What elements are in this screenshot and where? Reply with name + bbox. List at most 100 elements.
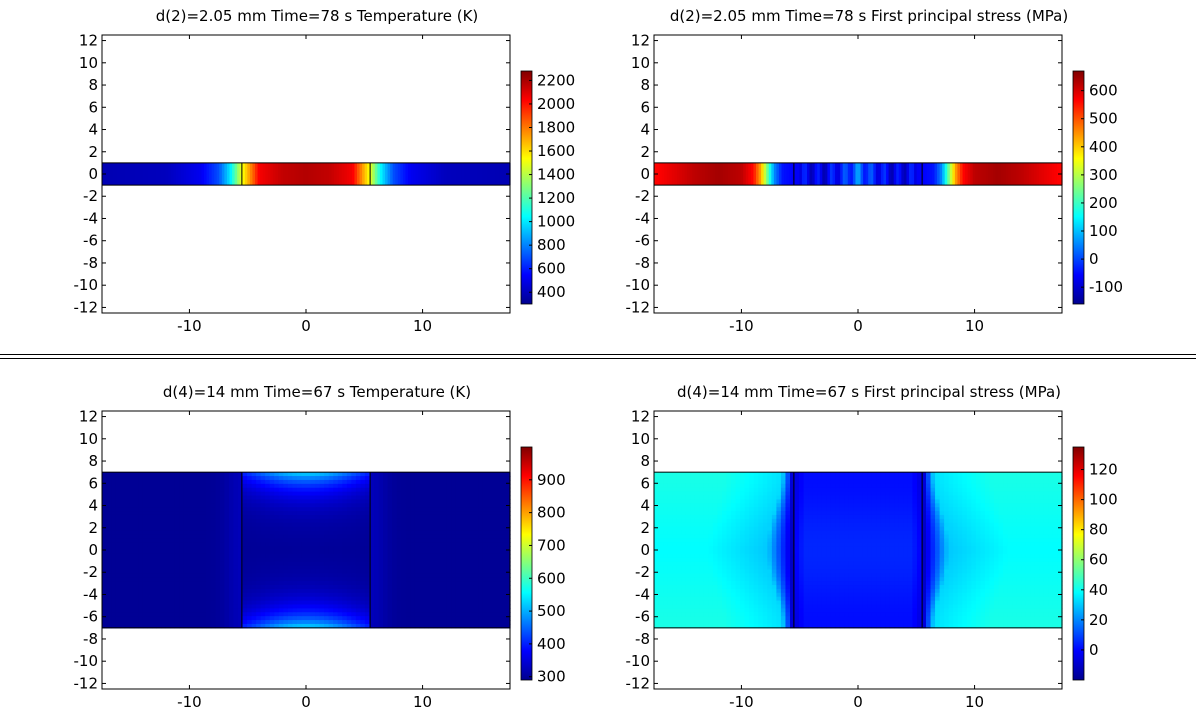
field-cell <box>432 479 439 485</box>
field-cell <box>102 546 108 551</box>
field-cell <box>351 518 357 524</box>
field-cell <box>219 553 225 559</box>
field-cell <box>392 503 398 508</box>
field-cell <box>324 573 330 578</box>
field-cell <box>111 499 117 504</box>
field-cell <box>364 623 371 629</box>
field-cell <box>260 546 266 551</box>
field-cell <box>401 592 407 598</box>
field-cell <box>102 538 108 543</box>
field-cell <box>432 522 439 528</box>
field-cell <box>165 573 171 578</box>
field-cell <box>165 162 169 186</box>
x-tick-label: -10 <box>729 317 754 335</box>
field-cell <box>170 561 176 567</box>
field-cell <box>364 573 371 578</box>
field-cell <box>192 565 198 571</box>
field-cell <box>147 499 153 504</box>
field-cell <box>215 499 221 504</box>
field-cell <box>491 522 497 528</box>
field-cell <box>192 499 198 504</box>
field-cell <box>346 472 352 477</box>
field-cell <box>708 495 714 501</box>
field-cell <box>242 553 248 559</box>
field-cell <box>287 612 293 617</box>
field-cell <box>319 550 325 555</box>
field-cell <box>315 526 321 532</box>
field-cell <box>681 511 687 516</box>
field-cell <box>215 623 221 629</box>
field-cell <box>215 565 221 571</box>
field-cell <box>383 592 389 598</box>
field-cell <box>174 534 180 539</box>
field-cell <box>224 623 230 629</box>
field-cell <box>251 472 257 477</box>
field-cell <box>324 542 330 547</box>
field-cell <box>256 495 262 501</box>
field-cell <box>351 612 357 617</box>
field-cell <box>699 623 705 629</box>
field-cell <box>374 592 380 598</box>
field-cell <box>374 487 380 493</box>
field-cell <box>111 600 117 606</box>
field-cell <box>712 530 719 536</box>
field-cell <box>346 514 352 520</box>
field-cell <box>306 608 312 613</box>
field-cell <box>357 162 361 186</box>
field-cell <box>179 620 185 625</box>
field-cell <box>410 487 416 493</box>
field-cell <box>206 511 212 516</box>
y-tick-label: -8 <box>635 254 650 272</box>
field-cell <box>726 585 732 590</box>
field-cell <box>301 530 307 536</box>
field-cell <box>219 577 225 582</box>
field-cell <box>111 612 117 617</box>
field-cell <box>215 557 221 563</box>
field-cell <box>170 553 176 559</box>
field-cell <box>482 542 488 547</box>
y-tick-label: -8 <box>83 254 98 272</box>
field-cell <box>703 518 709 524</box>
field-cell <box>717 507 723 512</box>
field-cell <box>672 507 678 512</box>
field-cell <box>396 608 402 613</box>
field-cell <box>717 499 723 504</box>
field-cell <box>142 538 148 543</box>
field-cell <box>197 592 203 598</box>
field-cell <box>658 503 664 508</box>
field-cell <box>179 491 185 497</box>
field-cell <box>708 514 714 520</box>
field-cell <box>111 487 117 493</box>
field-cell <box>990 162 994 186</box>
field-cell <box>272 162 276 186</box>
field-cell <box>500 538 507 543</box>
field-cell <box>183 479 189 485</box>
field-cell <box>174 620 180 625</box>
field-cell <box>142 491 148 497</box>
field-cell <box>319 553 325 559</box>
field-cell <box>355 592 361 598</box>
field-cell <box>324 472 330 477</box>
field-cell <box>378 491 384 497</box>
field-cell <box>328 600 334 606</box>
field-cell <box>238 612 244 617</box>
field-cell <box>206 546 212 551</box>
field-cell <box>115 569 121 574</box>
field-cell <box>274 495 280 501</box>
field-cell <box>685 538 691 543</box>
field-cell <box>712 514 719 520</box>
field-cell <box>437 604 443 609</box>
field-cell <box>224 604 230 609</box>
field-cell <box>491 472 497 477</box>
field-cell <box>210 616 216 621</box>
field-cell <box>977 162 981 186</box>
field-cell <box>690 581 696 586</box>
field-cell <box>473 577 479 582</box>
field-cell <box>210 495 216 501</box>
field-cell <box>387 550 393 555</box>
field-cell <box>251 604 257 609</box>
field-cell <box>491 479 497 485</box>
field-cell <box>242 604 248 609</box>
field-cell <box>287 476 293 481</box>
field-cell <box>219 596 225 602</box>
